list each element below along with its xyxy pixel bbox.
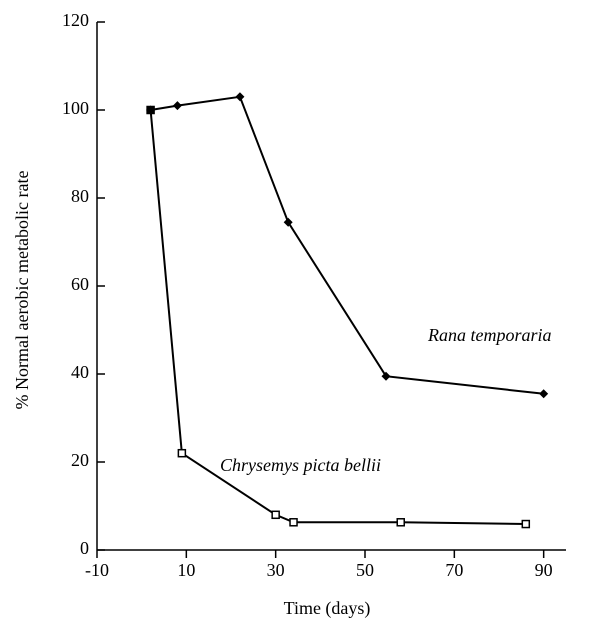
x-tick-label: 30: [267, 560, 285, 580]
point: [172, 101, 182, 111]
point: [177, 448, 187, 458]
y-tick-label: 120: [62, 10, 89, 30]
series-line: [150, 95, 544, 395]
y-tick-label: 80: [71, 186, 89, 206]
point: [283, 217, 293, 227]
point: [235, 92, 245, 102]
x-tick-label: 10: [177, 560, 195, 580]
y-axis-label: % Normal aerobic metabolic rate: [12, 171, 32, 410]
point: [146, 105, 155, 115]
x-tick-label: 50: [356, 560, 374, 580]
point: [396, 518, 405, 527]
x-tick-label: 90: [535, 560, 553, 580]
x-tick-label: -10: [85, 560, 109, 580]
series-label: Chrysemys picta bellii: [220, 455, 381, 475]
x-axis-label: Time (days): [284, 598, 371, 619]
series-line: [149, 109, 526, 526]
y-tick-label: 20: [71, 450, 89, 470]
point: [289, 518, 298, 527]
point: [271, 510, 280, 520]
x-tick-label: 70: [445, 560, 463, 580]
y-tick-label: 100: [62, 98, 89, 118]
point: [539, 389, 549, 399]
y-tick-label: 40: [71, 362, 89, 382]
y-tick-label: 0: [80, 538, 89, 558]
y-tick-label: 60: [71, 274, 89, 294]
point: [521, 519, 531, 529]
point: [381, 371, 391, 381]
series-label: Rana temporaria: [427, 325, 552, 345]
